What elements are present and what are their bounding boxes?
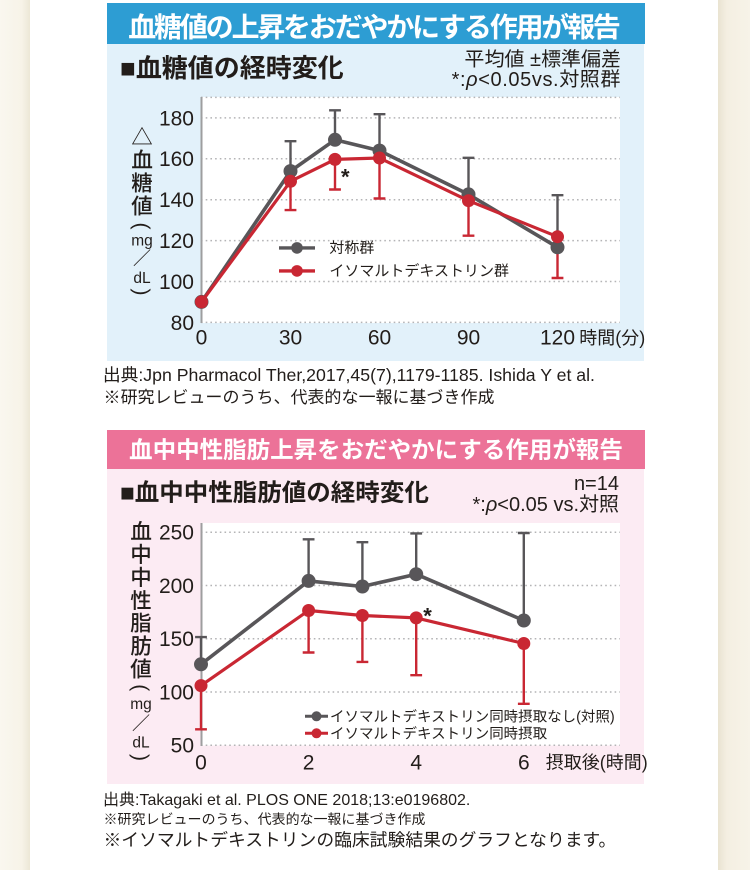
svg-text:(: ( xyxy=(129,684,152,691)
svg-text:0: 0 xyxy=(195,752,207,775)
svg-text:): ) xyxy=(129,754,152,761)
svg-text:性: 性 xyxy=(130,589,152,613)
svg-text:時間(分): 時間(分) xyxy=(579,328,645,348)
svg-text:糖: 糖 xyxy=(131,172,153,196)
svg-text:200: 200 xyxy=(159,575,194,598)
svg-text:イソマルトデキストリン同時摂取: イソマルトデキストリン同時摂取 xyxy=(330,726,548,743)
svg-text:中: 中 xyxy=(130,543,152,567)
svg-text:*: * xyxy=(423,604,432,629)
svg-text:150: 150 xyxy=(159,628,194,651)
svg-text:60: 60 xyxy=(368,327,391,350)
svg-text:140: 140 xyxy=(159,189,194,212)
svg-text:80: 80 xyxy=(171,312,194,335)
svg-text:250: 250 xyxy=(159,522,194,545)
svg-text:2: 2 xyxy=(303,752,315,775)
svg-text:値: 値 xyxy=(131,195,153,219)
svg-text:血: 血 xyxy=(131,149,153,173)
svg-text:肪: 肪 xyxy=(130,635,152,659)
svg-text:100: 100 xyxy=(159,681,194,704)
svg-text:): ) xyxy=(130,289,153,296)
svg-text:mg: mg xyxy=(131,233,153,250)
svg-text:中: 中 xyxy=(130,566,152,590)
svg-text:値: 値 xyxy=(130,658,152,682)
svg-text:dL: dL xyxy=(133,270,151,287)
svg-text:4: 4 xyxy=(410,752,422,775)
svg-text:50: 50 xyxy=(171,735,194,758)
svg-text:イソマルトデキストリン群: イソマルトデキストリン群 xyxy=(329,263,509,280)
svg-text:／: ／ xyxy=(133,249,151,269)
svg-text:90: 90 xyxy=(457,327,480,350)
svg-text:イソマルトデキストリン同時摂取なし(対照): イソマルトデキストリン同時摂取なし(対照) xyxy=(330,709,615,726)
svg-text:dL: dL xyxy=(132,734,150,751)
svg-text:6: 6 xyxy=(518,752,530,775)
svg-text:血: 血 xyxy=(130,520,152,544)
svg-text:mg: mg xyxy=(130,696,152,713)
svg-text:120: 120 xyxy=(540,327,575,350)
svg-text:180: 180 xyxy=(159,107,194,130)
svg-text:0: 0 xyxy=(196,327,208,350)
svg-text:対称群: 対称群 xyxy=(329,240,374,257)
svg-text:120: 120 xyxy=(159,230,194,253)
svg-text:脂: 脂 xyxy=(130,612,152,636)
svg-text:160: 160 xyxy=(159,148,194,171)
svg-text:摂取後(時間): 摂取後(時間) xyxy=(546,752,648,772)
svg-text:100: 100 xyxy=(159,271,194,294)
svg-text:30: 30 xyxy=(279,327,302,350)
svg-text:／: ／ xyxy=(132,713,150,733)
svg-text:*: * xyxy=(341,165,350,190)
svg-text:△: △ xyxy=(131,126,153,150)
svg-text:(: ( xyxy=(130,223,153,230)
